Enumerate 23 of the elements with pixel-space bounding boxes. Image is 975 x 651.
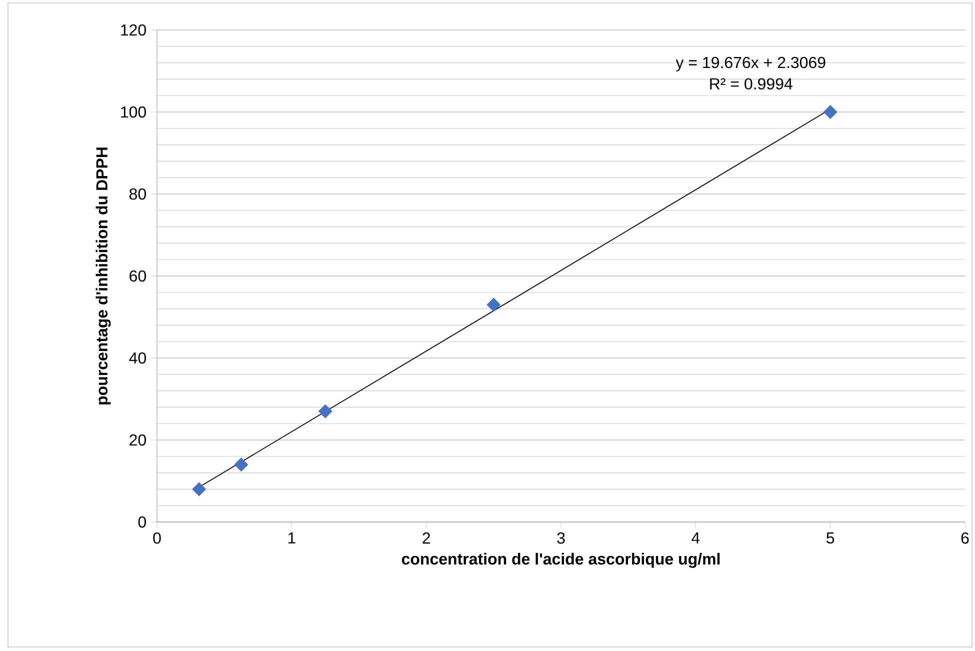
- x-tick-label: 6: [961, 532, 969, 544]
- annotation: y = 19.676x + 2.3069: [676, 56, 826, 72]
- y-tick-label: 40: [129, 352, 146, 364]
- x-tick-label: 3: [557, 532, 565, 544]
- x-tick-label: 1: [288, 532, 296, 544]
- point: [234, 458, 248, 472]
- x-axis-title: concentration de l'acide ascorbique ug/ml: [402, 552, 720, 568]
- x-tick-label: 0: [153, 532, 161, 544]
- x-tick-label: 4: [692, 532, 700, 544]
- y-tick-label: 80: [129, 188, 146, 200]
- point: [318, 404, 332, 418]
- point: [486, 298, 501, 312]
- annotation: R² = 0.9994: [710, 78, 792, 90]
- x-tick-label: 5: [826, 532, 834, 544]
- y-tick-label: 20: [130, 434, 146, 446]
- y-tick-label: 120: [121, 24, 146, 36]
- y-axis-title: pourcentage d'inhibition du DPPH: [96, 148, 111, 404]
- y-tick-label: 60: [130, 270, 146, 282]
- y-tick-label: 100: [121, 106, 146, 118]
- point: [192, 482, 206, 496]
- point: [823, 105, 838, 119]
- y-tick-label: 0: [138, 516, 146, 528]
- x-tick-label: 2: [422, 532, 430, 544]
